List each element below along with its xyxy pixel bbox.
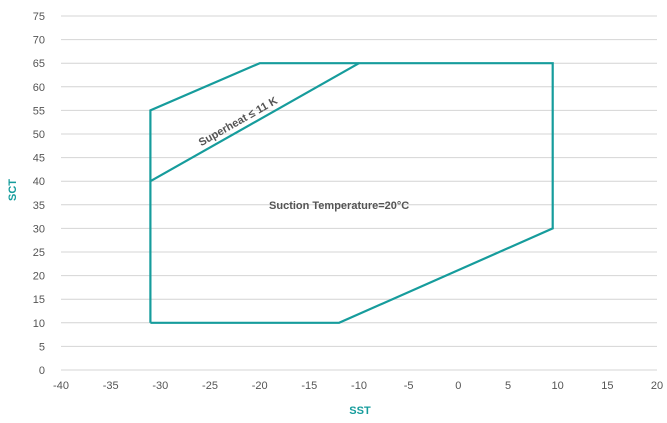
y-tick-labels: 0 5 10 15 20 25 30 35 40 45 50 55 60 65 70 75: [33, 11, 45, 377]
x-tick-label: -40: [53, 380, 69, 392]
x-axis-title: SST: [349, 405, 371, 417]
y-tick-label: 0: [39, 365, 45, 377]
x-tick-label: -35: [103, 380, 119, 392]
superheat-limit-line: [149, 62, 360, 183]
y-tick-label: 45: [33, 153, 45, 165]
y-tick-label: 40: [33, 176, 45, 188]
annotation-suction-temperature: Suction Temperature=20°C: [269, 200, 409, 212]
y-tick-label: 10: [33, 318, 45, 330]
y-tick-label: 30: [33, 223, 45, 235]
x-tick-labels: -40 -35 -30 -25 -20 -15 -10 -5 0 5 10 15 20: [53, 380, 663, 392]
envelope-outline: [149, 62, 554, 324]
y-tick-label: 65: [33, 58, 45, 70]
x-tick-label: 20: [651, 380, 663, 392]
y-tick-label: 50: [33, 129, 45, 141]
y-tick-label: 70: [33, 35, 45, 47]
x-tick-label: 10: [552, 380, 564, 392]
y-tick-label: 5: [39, 341, 45, 353]
x-tick-label: 5: [505, 380, 511, 392]
x-tick-label: -5: [404, 380, 414, 392]
y-tick-label: 60: [33, 82, 45, 94]
x-tick-label: 0: [455, 380, 461, 392]
x-tick-label: -10: [351, 380, 367, 392]
x-tick-label: -30: [152, 380, 168, 392]
x-tick-label: 15: [601, 380, 613, 392]
annotation-superheat: Superheat ≤ 11 K: [197, 95, 280, 149]
y-tick-label: 20: [33, 271, 45, 283]
x-tick-label: -15: [301, 380, 317, 392]
y-tick-label: 35: [33, 200, 45, 212]
y-axis-title: SCT: [7, 179, 19, 201]
y-tick-label: 75: [33, 11, 45, 23]
y-tick-label: 15: [33, 294, 45, 306]
envelope-lines: [149, 62, 554, 324]
y-tick-label: 25: [33, 247, 45, 259]
x-tick-label: -25: [202, 380, 218, 392]
x-tick-label: -20: [252, 380, 268, 392]
y-tick-label: 55: [33, 105, 45, 117]
